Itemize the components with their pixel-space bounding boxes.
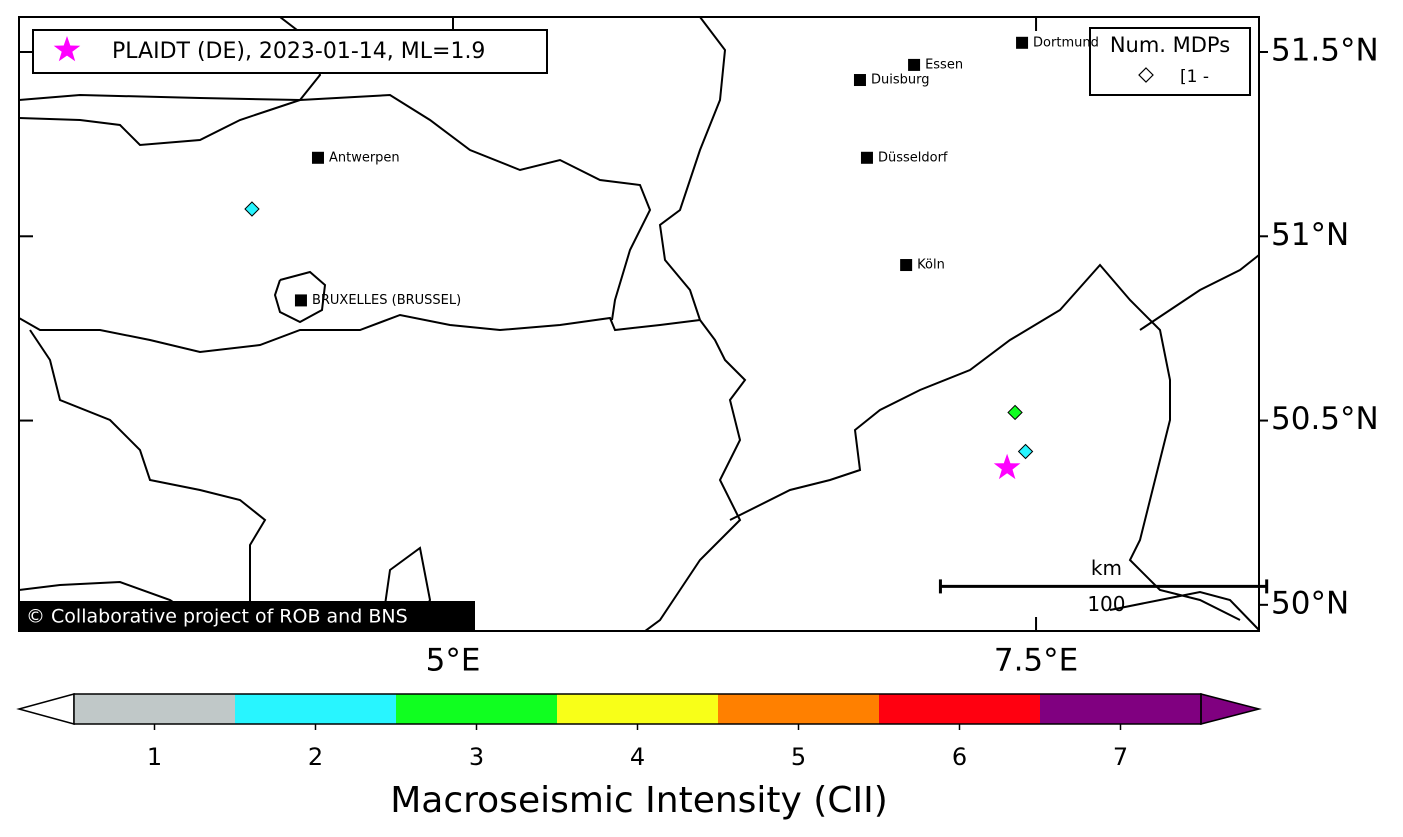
city-label: Köln (917, 258, 945, 273)
colorbar-tick-label: 7 (1113, 743, 1128, 771)
city-label: Antwerpen (329, 150, 400, 165)
y-tick-label: 51.5°N (1271, 33, 1379, 69)
copyright: © Collaborative project of ROB and BNS (26, 606, 408, 628)
colorbar-frame (73, 693, 1202, 725)
colorbar-segment (1040, 694, 1201, 724)
map-frame (18, 16, 1260, 632)
colorbar-segment (396, 694, 557, 724)
colorbar-tick-label: 1 (147, 743, 162, 771)
y-tick-label: 50.5°N (1271, 401, 1379, 437)
border (1139, 254, 1259, 331)
border (643, 17, 747, 631)
borders (19, 17, 1259, 631)
city-label: BRUXELLES (BRUSSEL) (312, 293, 461, 308)
city-marker (900, 259, 913, 272)
colorbar-tick-label: 2 (308, 743, 323, 771)
mdp-legend (1089, 27, 1251, 96)
mdp-legend-title: Num. MDPs (1110, 33, 1230, 57)
city-marker (294, 294, 307, 307)
event-legend-label: PLAIDT (DE), 2023-01-14, ML=1.9 (112, 39, 485, 64)
colorbar-segment (74, 694, 235, 724)
y-tick-label: 50°N (1271, 585, 1349, 621)
mdp-legend-marker (1138, 67, 1154, 83)
colorbar-segment (879, 694, 1040, 724)
colorbar-segment (718, 694, 879, 724)
city-label: Essen (925, 57, 963, 72)
colorbar-segment (557, 694, 718, 724)
scalebar-length: 100 (1087, 592, 1125, 616)
mdp-marker (1007, 404, 1023, 421)
colorbar-segment (235, 694, 396, 724)
mdp-marker (1017, 443, 1034, 460)
city-label: Duisburg (871, 73, 930, 88)
city-marker (311, 151, 324, 164)
colorbar-tick-label: 5 (791, 743, 806, 771)
border (19, 313, 701, 354)
city-marker (853, 74, 866, 87)
copyright-box (19, 601, 475, 631)
colorbar-label: Macroseismic Intensity (CII) (390, 780, 888, 821)
city-marker (860, 151, 873, 164)
city-label: Düsseldorf (878, 150, 948, 165)
border (19, 93, 652, 321)
colorbar-tick-label: 3 (469, 743, 484, 771)
mdp-marker (244, 201, 260, 217)
colorbar-extend-low (16, 693, 75, 725)
city-marker (1016, 36, 1029, 49)
border (273, 270, 327, 324)
x-tick-label: 7.5°E (994, 643, 1078, 679)
border (729, 263, 1241, 621)
scalebar-unit: km (1091, 556, 1122, 580)
border (1109, 590, 1259, 631)
x-tick-label: 5°E (426, 643, 481, 679)
colorbar-extend-high (1200, 693, 1262, 725)
y-tick-label: 51°N (1271, 217, 1349, 253)
event-legend-marker (53, 36, 81, 62)
mdp-legend-entry: [1 - (1180, 67, 1209, 87)
city-label: Dortmund (1033, 35, 1099, 50)
city-marker (908, 58, 921, 71)
border (29, 329, 267, 631)
colorbar-tick-label: 6 (952, 743, 967, 771)
event-marker (993, 453, 1021, 480)
colorbar-tick-label: 4 (630, 743, 645, 771)
